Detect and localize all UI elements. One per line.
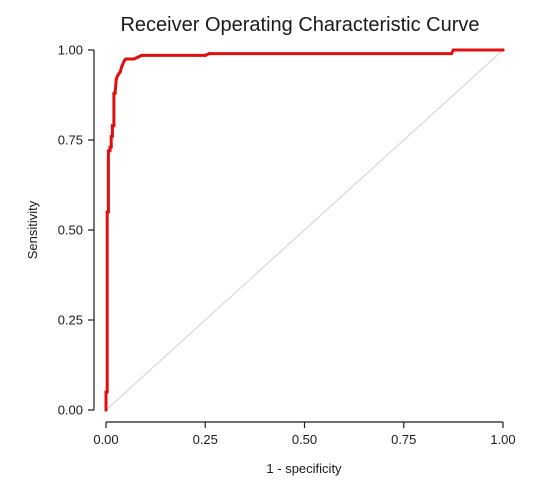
roc-point xyxy=(136,55,140,59)
roc-point xyxy=(207,52,211,56)
x-tick-label: 0.00 xyxy=(93,432,118,447)
roc-point xyxy=(203,53,207,58)
roc-curve-line xyxy=(104,48,503,410)
roc-point xyxy=(118,70,122,74)
roc-points-group xyxy=(104,48,505,412)
roc-point xyxy=(120,64,124,68)
y-tick-label: 0.50 xyxy=(58,223,83,238)
x-tick-label: 1.00 xyxy=(490,432,515,447)
reference-diagonal-line xyxy=(105,49,504,411)
roc-point xyxy=(109,145,113,149)
roc-point xyxy=(132,57,136,61)
x-tick-label: 0.50 xyxy=(292,432,317,447)
roc-point xyxy=(104,408,108,412)
roc-point xyxy=(110,134,114,138)
roc-point xyxy=(106,210,110,214)
x-axis-label: 1 - specificity xyxy=(266,461,342,476)
roc-point xyxy=(449,52,453,56)
y-tick-label: 0.75 xyxy=(58,133,83,148)
roc-point xyxy=(140,53,144,58)
y-tick-label: 0.25 xyxy=(58,313,83,328)
roc-point xyxy=(112,124,116,128)
chart-title: Receiver Operating Characteristic Curve xyxy=(120,14,479,36)
roc-point xyxy=(113,91,117,95)
x-axis-ticks: 0.00 0.25 0.50 0.75 1.00 xyxy=(93,422,516,447)
roc-point xyxy=(114,77,118,81)
y-tick-label: 1.00 xyxy=(58,43,83,58)
roc-point xyxy=(124,57,128,61)
x-tick-label: 0.75 xyxy=(391,432,416,447)
y-axis-ticks: 0.00 0.25 0.50 0.75 1.00 xyxy=(58,43,94,418)
roc-point xyxy=(501,48,505,52)
roc-point xyxy=(105,390,109,394)
roc-point xyxy=(451,48,455,52)
y-tick-label: 0.00 xyxy=(58,403,83,418)
roc-point xyxy=(108,149,112,153)
x-tick-label: 0.25 xyxy=(193,432,218,447)
y-axis-label: Sensitivity xyxy=(25,200,40,259)
